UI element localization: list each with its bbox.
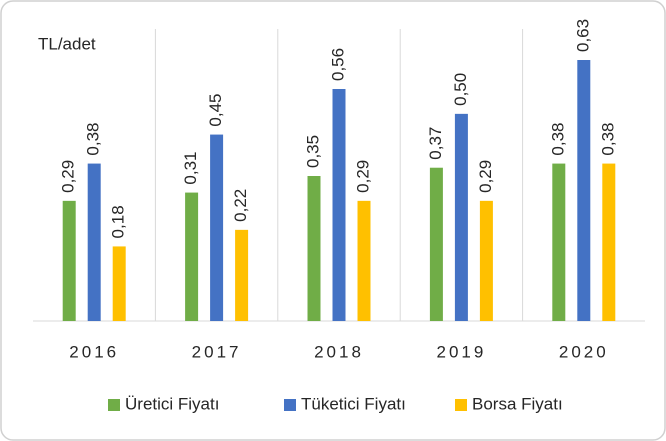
data-label: 0,29 <box>476 160 495 193</box>
data-label: 0,56 <box>328 48 347 81</box>
x-tick-label: 2017 <box>192 342 242 361</box>
data-label: 0,35 <box>303 135 322 168</box>
legend-swatch <box>108 399 120 411</box>
bar <box>479 200 493 321</box>
x-tick-label: 2020 <box>559 342 609 361</box>
bar <box>307 176 321 321</box>
bar <box>62 200 76 321</box>
data-label: 0,38 <box>84 122 103 155</box>
bar <box>577 60 591 321</box>
data-label: 0,45 <box>206 93 225 126</box>
data-label: 0,18 <box>109 205 128 238</box>
data-label: 0,22 <box>231 189 250 222</box>
bar <box>552 163 566 321</box>
bar <box>454 113 468 321</box>
data-label: 0,31 <box>181 151 200 184</box>
data-label: 0,29 <box>59 160 78 193</box>
bar <box>357 200 371 321</box>
legend-swatch <box>284 399 296 411</box>
bar <box>87 163 101 321</box>
bar <box>429 167 443 321</box>
bar <box>332 89 346 321</box>
x-tick-label: 2016 <box>69 342 119 361</box>
legend-label: Borsa Fiyatı <box>472 394 563 413</box>
x-tick-label: 2018 <box>314 342 364 361</box>
data-label: 0,29 <box>353 160 372 193</box>
y-axis-label: TL/adet <box>38 34 96 53</box>
data-label: 0,38 <box>548 122 567 155</box>
data-label: 0,37 <box>426 127 445 160</box>
data-label: 0,38 <box>598 122 617 155</box>
x-tick-label: 2019 <box>436 342 486 361</box>
data-label: 0,50 <box>451 73 470 106</box>
bar <box>112 246 126 321</box>
data-label: 0,63 <box>573 19 592 52</box>
bar <box>235 229 249 321</box>
legend-swatch <box>455 399 467 411</box>
bar <box>210 134 224 321</box>
bar <box>602 163 616 321</box>
bar <box>185 192 199 321</box>
legend-label: Üretici Fiyatı <box>125 394 219 413</box>
legend-label: Tüketici Fiyatı <box>301 394 406 413</box>
